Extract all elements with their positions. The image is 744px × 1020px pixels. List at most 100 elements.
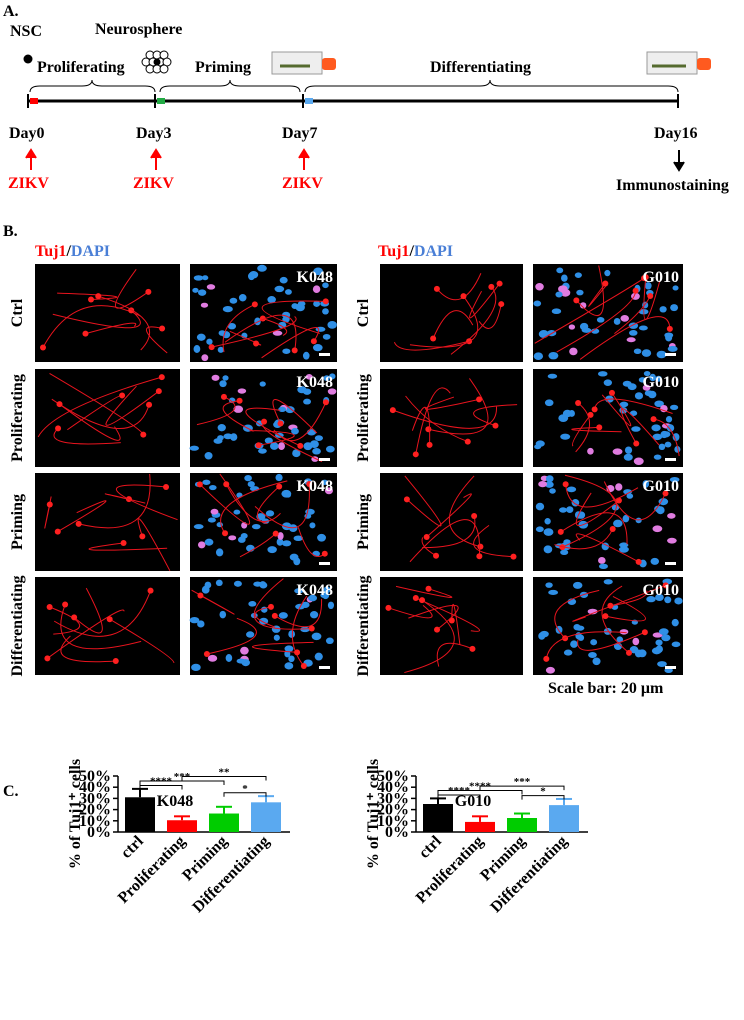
stain-nuclear: DAPI bbox=[71, 243, 110, 260]
nucleus bbox=[611, 504, 620, 511]
nucleus bbox=[533, 300, 542, 307]
neurite bbox=[88, 542, 168, 551]
soma bbox=[575, 400, 582, 407]
nucleus bbox=[321, 479, 329, 486]
nucleus bbox=[655, 593, 664, 601]
neurite bbox=[610, 590, 648, 607]
soma bbox=[147, 587, 154, 594]
nucleus bbox=[548, 351, 559, 360]
micrograph-grid: K048 Ctrl K048 Proliferating K048 Priming K048… bbox=[9, 264, 683, 677]
scale-bar bbox=[319, 353, 330, 356]
significance-label: *** bbox=[514, 776, 531, 788]
nucleus bbox=[651, 424, 661, 432]
soma bbox=[222, 530, 229, 537]
soma bbox=[267, 603, 274, 610]
nucleus bbox=[191, 663, 201, 672]
neurite bbox=[78, 473, 151, 529]
nucleus bbox=[258, 448, 267, 454]
nucleus bbox=[664, 332, 674, 338]
neurite bbox=[53, 428, 121, 445]
soma bbox=[277, 420, 284, 427]
scale-bar bbox=[319, 562, 330, 565]
nucleus bbox=[613, 519, 623, 528]
neurite bbox=[109, 618, 175, 664]
nucleus bbox=[274, 285, 285, 293]
neurite bbox=[261, 300, 326, 334]
nucleus bbox=[543, 528, 554, 536]
nucleus bbox=[659, 306, 667, 313]
soma bbox=[306, 481, 313, 488]
nucleus bbox=[570, 640, 578, 648]
neurite bbox=[253, 578, 312, 630]
nucleus bbox=[215, 579, 223, 587]
soma bbox=[433, 285, 440, 292]
nucleus bbox=[576, 289, 584, 296]
nucleus bbox=[601, 542, 610, 551]
soma bbox=[412, 595, 419, 602]
nucleus bbox=[622, 380, 632, 387]
neurite bbox=[47, 609, 125, 659]
nucleus bbox=[672, 285, 679, 291]
nucleus bbox=[544, 518, 551, 525]
soma bbox=[46, 604, 53, 611]
soma bbox=[609, 525, 616, 532]
soma bbox=[140, 431, 147, 438]
neurite bbox=[251, 641, 314, 653]
nucleus bbox=[325, 445, 335, 453]
soma bbox=[476, 396, 483, 403]
micrograph bbox=[35, 369, 180, 467]
soma bbox=[300, 663, 307, 670]
nucleus bbox=[193, 524, 204, 530]
nucleus bbox=[278, 321, 287, 329]
nucleus bbox=[327, 601, 335, 610]
nucleus bbox=[284, 289, 292, 295]
y-tick-label: 30% bbox=[377, 790, 409, 807]
nucleus bbox=[664, 441, 672, 448]
neurite bbox=[473, 524, 514, 558]
nucleus bbox=[588, 651, 597, 659]
soma bbox=[40, 344, 47, 351]
nucleus bbox=[238, 294, 247, 302]
soma bbox=[557, 528, 564, 535]
nucleus bbox=[644, 390, 653, 397]
nucleus bbox=[661, 431, 671, 438]
soma bbox=[425, 426, 432, 433]
neurite bbox=[60, 635, 116, 663]
cell-line-label: G010 bbox=[643, 374, 679, 391]
nucleus bbox=[284, 645, 294, 652]
nucleus bbox=[664, 667, 673, 673]
soma bbox=[587, 411, 594, 418]
nucleus bbox=[229, 297, 238, 304]
micrograph bbox=[35, 264, 180, 362]
day-label: Day16 bbox=[654, 125, 698, 142]
soma bbox=[662, 582, 669, 589]
brace bbox=[29, 79, 679, 93]
nucleus bbox=[278, 612, 288, 619]
nucleus bbox=[575, 625, 585, 631]
treatment-label: ZIKV bbox=[282, 175, 323, 192]
nucleus bbox=[574, 272, 582, 278]
neurite bbox=[575, 492, 620, 527]
nucleus bbox=[228, 535, 237, 541]
neurite bbox=[145, 326, 168, 354]
nucleus bbox=[219, 380, 227, 388]
neurite bbox=[225, 483, 281, 522]
nucleus bbox=[591, 328, 600, 334]
neurite bbox=[448, 475, 481, 548]
stain-header: Tuj1/DAPI bbox=[35, 243, 110, 260]
micrograph-background bbox=[380, 577, 523, 675]
soma bbox=[71, 614, 78, 621]
micrograph-background bbox=[35, 369, 180, 467]
nucleus bbox=[603, 579, 613, 585]
soma bbox=[477, 543, 484, 550]
micrograph bbox=[380, 264, 523, 362]
readout-arrow bbox=[673, 150, 685, 172]
row-label: Ctrl bbox=[355, 298, 372, 327]
neurite bbox=[37, 376, 162, 438]
nucleus bbox=[325, 637, 334, 645]
soma bbox=[607, 602, 614, 609]
nucleus bbox=[569, 347, 578, 356]
nucleus bbox=[327, 321, 337, 329]
neurite bbox=[57, 292, 118, 301]
micrograph: G010 bbox=[533, 577, 683, 675]
